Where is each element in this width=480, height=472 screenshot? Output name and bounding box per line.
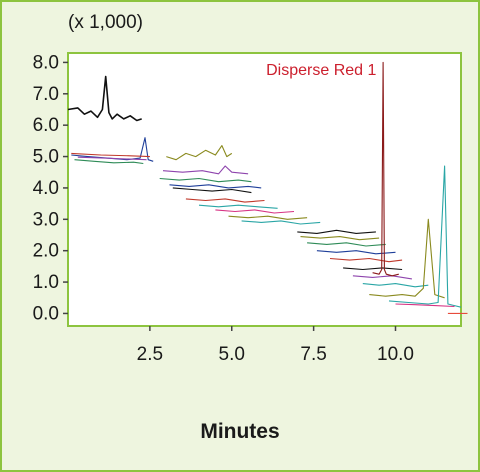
series-line-5: [77, 156, 147, 161]
series-line-14: [228, 215, 308, 220]
series-line-21: [343, 267, 403, 271]
series-line-9: [172, 187, 252, 194]
series-line-13: [215, 209, 295, 214]
series-line-4: [71, 152, 150, 158]
series-line-6: [166, 145, 233, 161]
x-tick-label: 7.5: [300, 344, 326, 365]
series-line-20: [329, 257, 403, 263]
y-scale-note: (x 1,000): [68, 12, 143, 33]
x-axis-label: Minutes: [200, 420, 280, 443]
y-tick-label: 5.0: [33, 147, 59, 168]
series-line-27: [372, 61, 399, 277]
tick-layer: 0.0 1.0 2.0 3.0 4.0 5.0 6.0 7.0 8.0 2.5 5.0 7.5 10.0: [33, 52, 414, 365]
series-line-10: [169, 184, 262, 189]
plot-area: [67, 52, 462, 327]
x-tick-label: 2.5: [137, 344, 163, 365]
annotation-label: Disperse Red 1: [266, 62, 376, 79]
y-tick-label: 6.0: [33, 115, 59, 136]
y-tick-label: 0.0: [33, 303, 59, 324]
series-line-3: [74, 159, 144, 165]
y-tick-label: 7.0: [33, 84, 59, 105]
series-line-22: [352, 275, 412, 280]
y-tick-label: 1.0: [33, 272, 59, 293]
x-tick-label: 10.0: [377, 344, 414, 365]
y-tick-label: 4.0: [33, 178, 59, 199]
x-tick-label: 5.0: [219, 344, 245, 365]
y-tick-label: 3.0: [33, 209, 59, 230]
series-line-12: [198, 204, 278, 209]
series-line-25: [388, 165, 462, 308]
series-line-26: [395, 303, 455, 308]
series-line-17: [300, 236, 380, 241]
series-layer: [67, 61, 468, 314]
series-line-18: [307, 242, 386, 247]
series-line-1: [67, 75, 142, 122]
series-line-11: [185, 198, 265, 203]
series-line-24: [369, 218, 445, 299]
series-line-16: [297, 229, 376, 234]
series-line-23: [362, 283, 429, 288]
y-tick-label: 8.0: [33, 52, 59, 73]
series-line-15: [241, 220, 321, 225]
y-tick-label: 2.0: [33, 241, 59, 262]
series-line-8: [162, 165, 249, 175]
series-line-7: [159, 177, 252, 183]
series-line-19: [316, 250, 396, 255]
